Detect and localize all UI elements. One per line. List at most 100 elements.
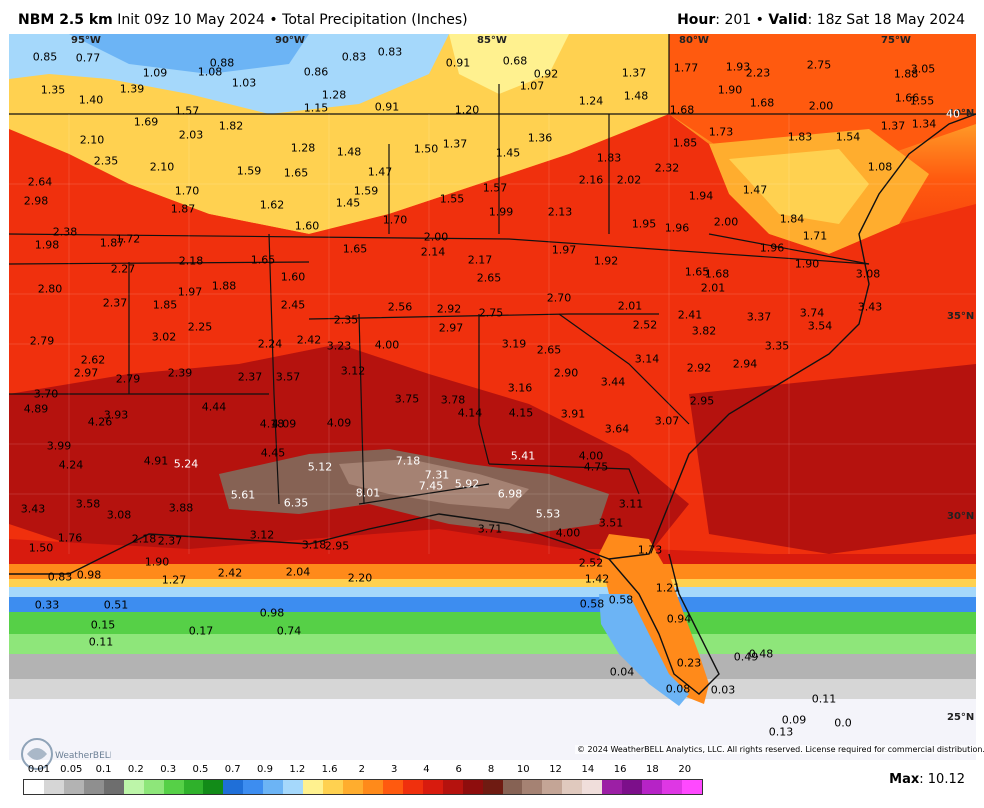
precip-value-label: 2.42 — [296, 333, 322, 347]
precip-value-label: 2.25 — [187, 320, 213, 334]
precip-value-label: 1.85 — [152, 298, 178, 312]
precip-value-label: 2.42 — [217, 566, 243, 580]
legend-swatch — [63, 780, 84, 794]
precip-value-label: 1.54 — [835, 130, 861, 144]
precip-value-label: 2.18 — [178, 254, 204, 268]
legend-tick-label: 12 — [549, 764, 562, 775]
precip-value-label: 2.65 — [536, 343, 562, 357]
precip-value-label: 2.52 — [578, 556, 604, 570]
precip-value-label: 1.59 — [353, 184, 379, 198]
legend-tick-label: 0.1 — [95, 764, 112, 775]
precip-value-label: 1.09 — [142, 66, 168, 80]
precip-value-label: 0.83 — [47, 570, 73, 584]
precip-value-label: 1.27 — [161, 573, 187, 587]
precip-value-label: 1.77 — [673, 61, 699, 75]
precip-value-label: 8.01 — [355, 486, 381, 500]
precip-value-label: 2.17 — [467, 253, 493, 267]
precip-value-label: 2.92 — [436, 302, 462, 316]
precip-value-label: 0.49 — [733, 650, 759, 664]
precip-value-label: 1.66 — [894, 91, 920, 105]
precip-value-label: 0.74 — [276, 624, 302, 638]
precip-value-label: 1.68 — [749, 96, 775, 110]
precip-value-label: 0.04 — [609, 665, 635, 679]
precip-value-label: 2.62 — [80, 353, 106, 367]
precip-value-label: 1.42 — [584, 572, 610, 586]
precip-value-label: 3.02 — [151, 330, 177, 344]
precip-value-label: 1.96 — [759, 241, 785, 255]
precip-value-label: 0.91 — [374, 100, 400, 114]
precip-value-label: 1.96 — [664, 221, 690, 235]
model-name: NBM 2.5 km — [18, 12, 113, 28]
precip-legend: 0.01 0.05 0.1 0.2 0.3 0.5 0.7 0.9 1.2 1.6 2 3 4 6 8 10 1… — [23, 762, 703, 802]
precip-value-label: 1.69 — [133, 115, 159, 129]
precip-value-label: 1.36 — [527, 131, 553, 145]
legend-swatch — [482, 780, 503, 794]
legend-swatch — [223, 780, 244, 794]
precip-value-label: 3.57 — [275, 370, 301, 384]
precip-value-label: 1.57 — [174, 104, 200, 118]
precip-value-label: 3.12 — [340, 364, 366, 378]
precip-value-label: 0.85 — [32, 50, 58, 64]
init-time: Init 09z 10 May 2024 — [117, 12, 265, 28]
legend-swatch — [83, 780, 104, 794]
precip-value-label: 1.40 — [78, 93, 104, 107]
precip-value-label: 2.75 — [478, 306, 504, 320]
precip-value-label: 1.73 — [637, 543, 663, 557]
precip-value-label: 1.37 — [880, 119, 906, 133]
precip-value-label: 2.41 — [677, 308, 703, 322]
precip-value-label: 0.23 — [676, 656, 702, 670]
precip-value-label: 1.92 — [593, 254, 619, 268]
precip-value-label: 2.27 — [110, 262, 136, 276]
precip-value-label: 2.97 — [438, 321, 464, 335]
precip-value-label: 0.15 — [90, 618, 116, 632]
legend-tick-label: 14 — [581, 764, 595, 775]
legend-swatch — [203, 780, 224, 794]
precip-value-label: 5.12 — [307, 460, 333, 474]
precip-value-label: 2.98 — [23, 194, 49, 208]
precip-value-label: 0.88 — [209, 56, 235, 70]
precip-value-label: 3.35 — [764, 339, 790, 353]
precip-value-label: 2.65 — [476, 271, 502, 285]
precip-value-label: 0.91 — [445, 56, 471, 70]
precip-value-label: 1.65 — [684, 265, 710, 279]
precip-value-label: 3.23 — [326, 339, 352, 353]
precip-value-label: 6.35 — [283, 496, 309, 510]
precip-value-label: 2.38 — [52, 225, 78, 239]
legend-swatch — [602, 780, 623, 794]
precip-value-label: 3.44 — [600, 375, 626, 389]
precip-value-label: 2.95 — [689, 394, 715, 408]
legend-swatch — [681, 780, 702, 794]
precip-value-label: 0.98 — [259, 606, 285, 620]
precip-value-label: 2.04 — [285, 565, 311, 579]
precip-value-label: 1.97 — [177, 285, 203, 299]
precip-value-label: 2.14 — [420, 245, 446, 259]
legend-tick-label: 0.9 — [257, 764, 273, 775]
legend-tick-label: 16 — [613, 764, 627, 775]
legend-swatch — [24, 780, 44, 794]
legend-tick-label: 10 — [516, 764, 530, 775]
precip-map[interactable]: 95°W 90°W 85°W 80°W 75°W 40°N 35°N 30°N … — [8, 34, 977, 770]
precip-value-label: 2.00 — [713, 215, 739, 229]
precip-value-label: 1.97 — [551, 243, 577, 257]
copyright-notice: © 2024 WeatherBELL Analytics, LLC. All r… — [575, 745, 984, 754]
legend-tick-label: 0.5 — [192, 764, 209, 775]
precip-value-label: 3.93 — [103, 408, 129, 422]
legend-swatch — [462, 780, 483, 794]
precip-value-label: 2.94 — [732, 357, 758, 371]
precip-value-label: 3.88 — [168, 501, 194, 515]
precip-value-label: 1.20 — [454, 103, 480, 117]
precip-value-label: 4.00 — [374, 338, 400, 352]
legend-swatch — [662, 780, 682, 794]
precip-value-label: 1.90 — [717, 83, 743, 97]
hour-value: 201 — [724, 12, 752, 28]
lon-label: 85°W — [477, 35, 507, 46]
lon-label: 80°W — [679, 35, 709, 46]
precip-value-label: 3.99 — [46, 439, 72, 453]
precip-value-label: 3.75 — [394, 392, 420, 406]
precip-value-label: 1.55 — [909, 94, 935, 108]
legend-swatch — [163, 780, 184, 794]
hour-label: Hour — [677, 12, 716, 28]
legend-tick-label: 20 — [678, 764, 692, 775]
svg-text:WeatherBELL: WeatherBELL — [55, 751, 111, 761]
lat-label: 35°N — [947, 311, 975, 322]
